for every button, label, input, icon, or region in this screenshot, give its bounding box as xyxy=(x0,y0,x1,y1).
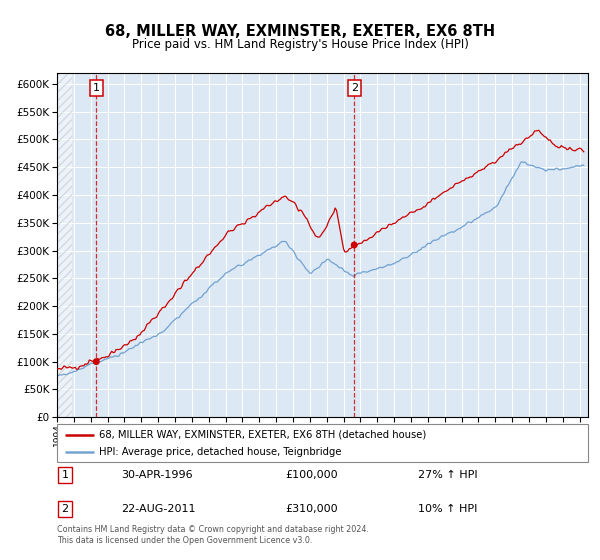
Text: 27% ↑ HPI: 27% ↑ HPI xyxy=(418,470,478,480)
Point xyxy=(349,241,359,250)
Text: HPI: Average price, detached house, Teignbridge: HPI: Average price, detached house, Teig… xyxy=(100,447,342,458)
Text: 2: 2 xyxy=(350,83,358,93)
Text: Contains HM Land Registry data © Crown copyright and database right 2024.
This d: Contains HM Land Registry data © Crown c… xyxy=(57,525,369,545)
Text: 2: 2 xyxy=(61,504,68,514)
Bar xyxy=(57,73,72,417)
Text: Price paid vs. HM Land Registry's House Price Index (HPI): Price paid vs. HM Land Registry's House … xyxy=(131,38,469,50)
Text: 1: 1 xyxy=(61,470,68,480)
Text: 68, MILLER WAY, EXMINSTER, EXETER, EX6 8TH (detached house): 68, MILLER WAY, EXMINSTER, EXETER, EX6 8… xyxy=(100,430,427,440)
FancyBboxPatch shape xyxy=(57,424,588,462)
Text: 22-AUG-2011: 22-AUG-2011 xyxy=(121,504,195,514)
Text: 30-APR-1996: 30-APR-1996 xyxy=(121,470,193,480)
Text: 1: 1 xyxy=(93,83,100,93)
Text: 10% ↑ HPI: 10% ↑ HPI xyxy=(418,504,478,514)
Text: £310,000: £310,000 xyxy=(286,504,338,514)
Text: £100,000: £100,000 xyxy=(286,470,338,480)
Point xyxy=(91,357,101,366)
Text: 68, MILLER WAY, EXMINSTER, EXETER, EX6 8TH: 68, MILLER WAY, EXMINSTER, EXETER, EX6 8… xyxy=(105,24,495,39)
